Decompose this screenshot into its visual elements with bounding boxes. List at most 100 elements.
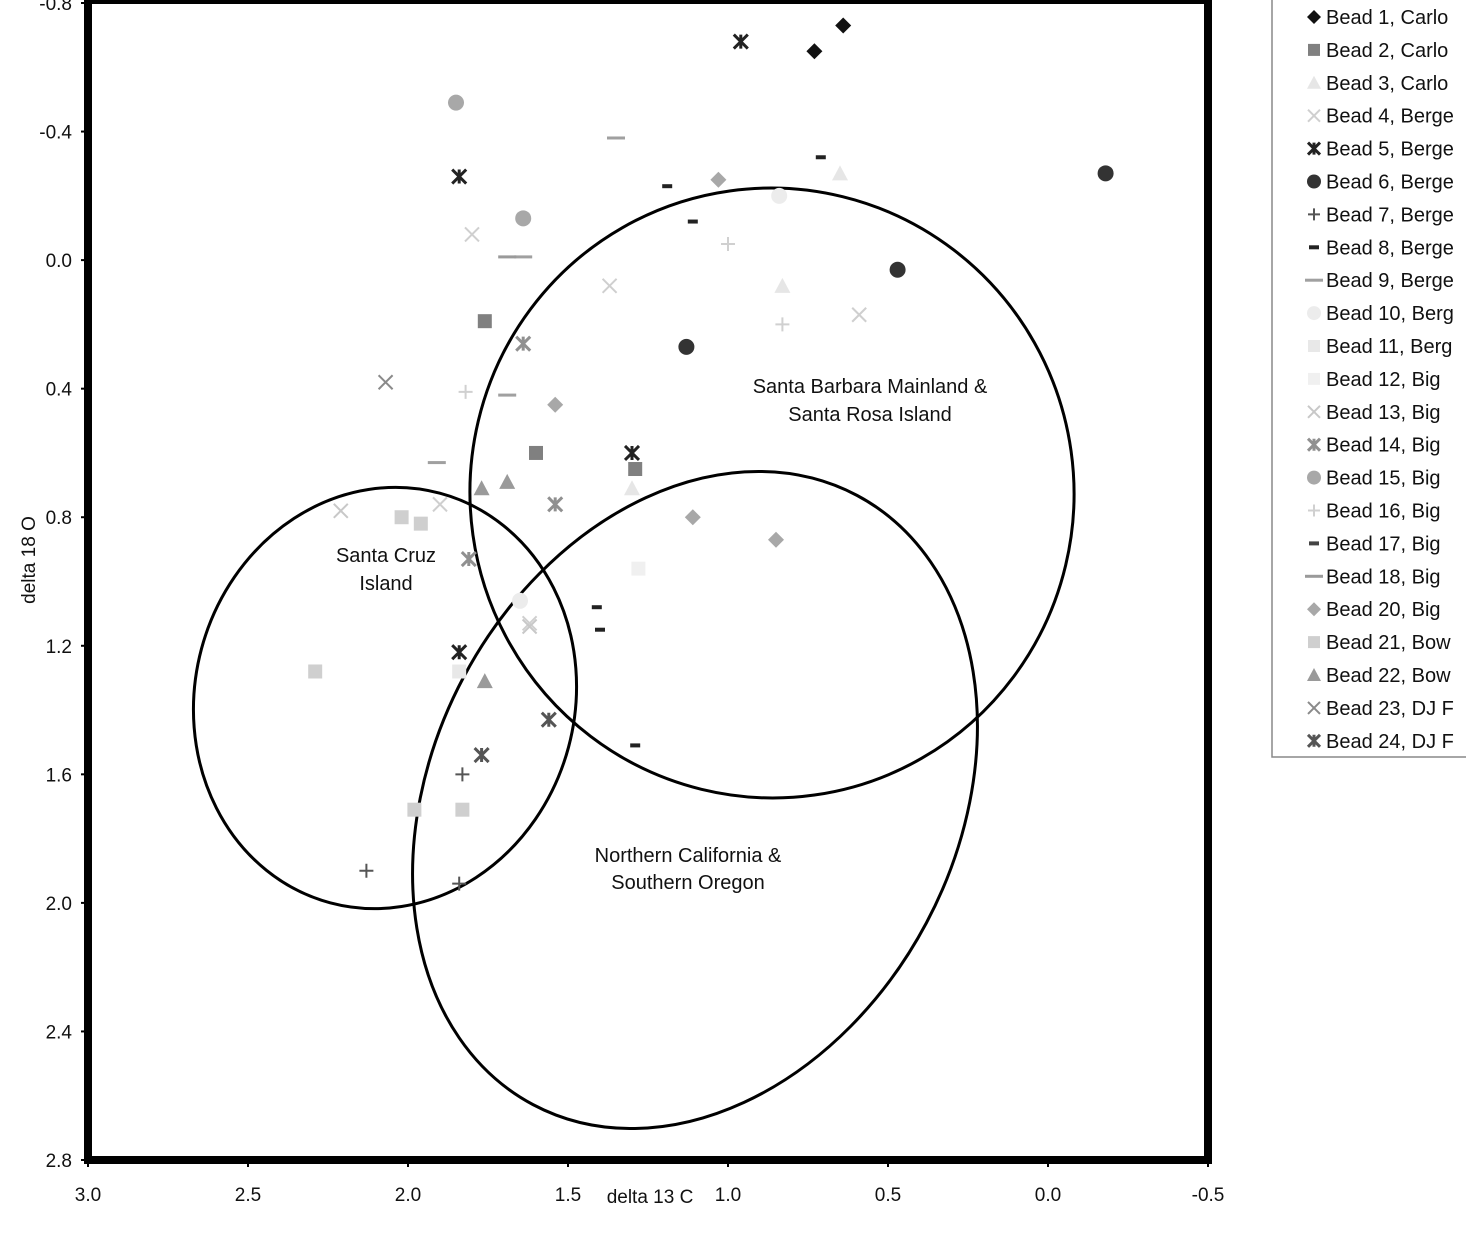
legend-item: Bead 9, Berge: [1305, 270, 1454, 292]
data-point-bead-9: [427, 461, 446, 465]
data-point-bead-19: [547, 396, 564, 413]
ellipse-santa-barbara: [468, 186, 1076, 800]
label-santa-cruz-2: Island: [359, 573, 412, 595]
legend: Bead 1, Carlo Bead 2, Carlo Bead 3, Carlo B…: [1271, 0, 1466, 758]
data-point-bead-5: [623, 444, 641, 462]
data-point-bead-20: [308, 664, 323, 679]
legend-item: Bead 16, Big: [1308, 501, 1441, 523]
data-point-bead-8: [687, 219, 698, 224]
x-tick-label: 2.0: [395, 1185, 421, 1206]
data-point-bead-5: [451, 644, 468, 661]
legend-item: Bead 23, DJ F: [1307, 698, 1454, 720]
x-tick-label: 1.5: [555, 1185, 581, 1206]
legend-marker-icon: [1307, 668, 1321, 681]
legend-marker-icon: [1308, 504, 1320, 517]
data-point-bead-3: [624, 480, 640, 496]
legend-marker-icon: [1306, 437, 1322, 452]
data-point-bead-7: [359, 863, 374, 878]
legend-item: Bead 7, Berge: [1308, 204, 1454, 226]
y-tick-label: 0.8: [46, 508, 72, 529]
legend-marker-icon: [1308, 636, 1320, 649]
label-northern-ca-1: Northern California &: [595, 845, 782, 867]
data-point-bead-9: [498, 393, 517, 397]
legend-label: Bead 8, Berge: [1326, 237, 1454, 259]
legend-marker-icon: [1307, 174, 1321, 189]
legend-label: Bead 23, DJ F: [1326, 698, 1454, 720]
data-point-bead-20: [455, 802, 470, 817]
data-point-bead-12: [631, 561, 646, 576]
legend-item: Bead 15, Big: [1307, 468, 1441, 490]
ellipse-northern-california: [411, 469, 979, 1131]
legend-item: Bead 8, Berge: [1309, 237, 1454, 259]
data-point-bead-8: [591, 605, 602, 610]
region-ellipses: [191, 186, 1076, 1131]
x-tick-label: -0.5: [1192, 1185, 1225, 1206]
data-point-bead-10: [771, 187, 788, 204]
legend-label: Bead 12, Big: [1326, 369, 1441, 391]
y-axis-label: delta 18 O: [19, 516, 40, 604]
data-point-bead-5: [732, 33, 749, 50]
data-point-bead-13: [333, 503, 349, 519]
data-point-bead-2: [628, 462, 643, 477]
data-point-bead-14: [515, 335, 532, 352]
data-point-bead-15: [515, 210, 532, 227]
data-point-bead-20: [394, 510, 409, 525]
legend-box: [1271, 0, 1466, 758]
legend-item: Bead 22, Bow: [1307, 665, 1451, 687]
data-point-bead-3: [774, 277, 791, 293]
label-santa-barbara-2: Santa Rosa Island: [788, 404, 951, 426]
legend-item: Bead 12, Big: [1308, 369, 1441, 391]
data-point-bead-4: [464, 226, 480, 243]
x-tick-label: 3.0: [75, 1185, 101, 1206]
data-point-bead-19: [684, 509, 701, 526]
legend-label: Bead 1, Carlo: [1326, 7, 1448, 29]
legend-item: Bead 11, Berg: [1308, 336, 1452, 358]
data-point-bead-18: [498, 255, 517, 259]
legend-marker-icon: [1305, 574, 1323, 578]
legend-label: Bead 3, Carlo: [1326, 73, 1448, 95]
data-point-bead-14: [460, 550, 477, 568]
data-point-bead-9: [607, 136, 625, 140]
legend-item: Bead 14, Big: [1306, 435, 1441, 457]
data-point-bead-1: [806, 43, 823, 60]
legend-marker-icon: [1307, 306, 1321, 321]
data-point-bead-21: [476, 673, 493, 689]
data-point-bead-14: [547, 496, 564, 513]
legend-item: Bead 5, Berge: [1306, 139, 1454, 161]
legend-item: Bead 1, Carlo: [1307, 7, 1448, 29]
legend-marker-icon: [1308, 372, 1320, 385]
legend-label: Bead 7, Berge: [1326, 204, 1454, 226]
legend-item: Bead 10, Berg: [1307, 303, 1454, 325]
legend-marker-icon: [1307, 470, 1321, 485]
legend-marker-icon: [1307, 75, 1321, 89]
legend-label: Bead 20, Big: [1326, 599, 1441, 621]
legend-label: Bead 13, Big: [1326, 402, 1441, 424]
data-point-bead-3: [832, 165, 848, 181]
legend-label: Bead 18, Big: [1326, 566, 1441, 588]
data-point-bead-6: [889, 261, 906, 278]
ellipse-santa-cruz: [191, 485, 579, 911]
data-point-bead-5: [451, 168, 468, 185]
data-point-bead-9: [514, 255, 533, 259]
data-point-bead-21: [499, 473, 516, 489]
data-point-bead-19: [710, 171, 727, 188]
legend-item: Bead 18, Big: [1305, 566, 1441, 588]
data-point-bead-4: [851, 307, 867, 323]
legend-marker-icon: [1307, 108, 1321, 123]
data-point-bead-7: [455, 767, 470, 782]
legend-marker-icon: [1307, 701, 1321, 715]
legend-marker-icon: [1306, 733, 1322, 748]
data-point-bead-22: [377, 374, 394, 390]
legend-marker-icon: [1305, 278, 1323, 282]
data-point-bead-16: [458, 384, 473, 399]
legend-label: Bead 21, Bow: [1326, 632, 1451, 654]
legend-marker-icon: [1307, 405, 1321, 419]
legend-label: Bead 24, DJ F: [1326, 731, 1454, 753]
y-tick-label: 1.2: [46, 637, 72, 658]
data-point-bead-19: [768, 531, 784, 548]
x-tick-label: 0.5: [875, 1185, 901, 1206]
data-point-bead-23: [473, 746, 490, 764]
data-point-bead-4: [432, 496, 448, 513]
legend-marker-icon: [1309, 245, 1319, 250]
y-tick-label: -0.8: [39, 0, 72, 15]
